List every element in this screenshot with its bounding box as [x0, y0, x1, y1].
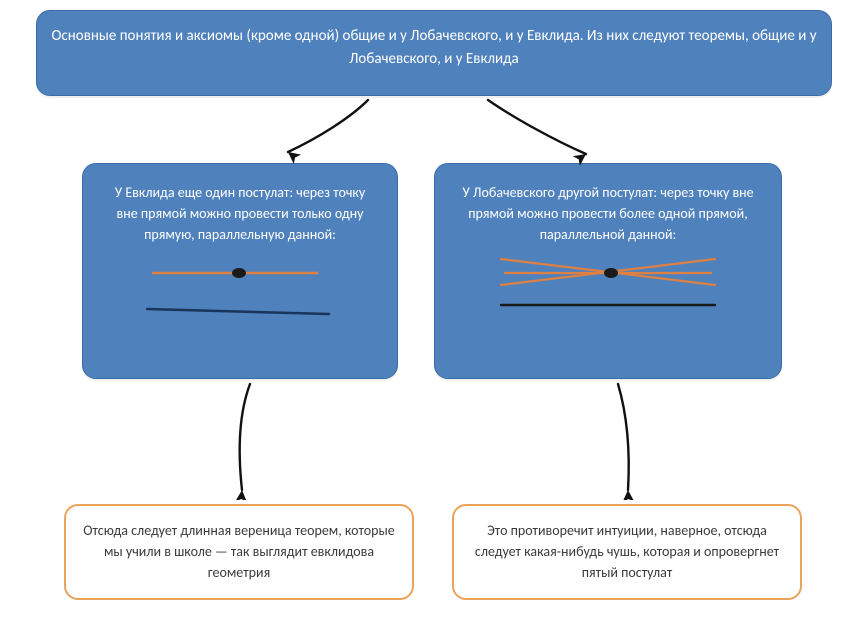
bot-left-text: Отсюда следует длинная вереница теорем, …: [80, 520, 398, 583]
lobachevsky-geometry-icon: [483, 251, 733, 331]
top-text: Основные понятия и аксиомы (кроме одной)…: [51, 25, 817, 70]
arrow-top-to-right: [480, 96, 620, 166]
arrow-top-to-left: [258, 96, 378, 166]
mid-left-text: У Евклида еще один постулат: через точку…: [83, 164, 397, 251]
bot-right-text: Это противоречит интуиции, наверное, отс…: [468, 520, 786, 583]
arrow-mid-to-bot-left: [214, 380, 274, 500]
arrow-mid-to-bot-right: [600, 380, 660, 500]
top-box: Основные понятия и аксиомы (кроме одной)…: [36, 10, 832, 96]
mid-right-text: У Лобачевского другой постулат: через то…: [435, 164, 781, 251]
bot-right-box: Это противоречит интуиции, наверное, отс…: [452, 504, 802, 600]
mid-left-box: У Евклида еще один постулат: через точку…: [82, 163, 398, 379]
mid-right-box: У Лобачевского другой постулат: через то…: [434, 163, 782, 379]
euclid-geometry-icon: [125, 251, 355, 331]
bot-left-box: Отсюда следует длинная вереница теорем, …: [64, 504, 414, 600]
